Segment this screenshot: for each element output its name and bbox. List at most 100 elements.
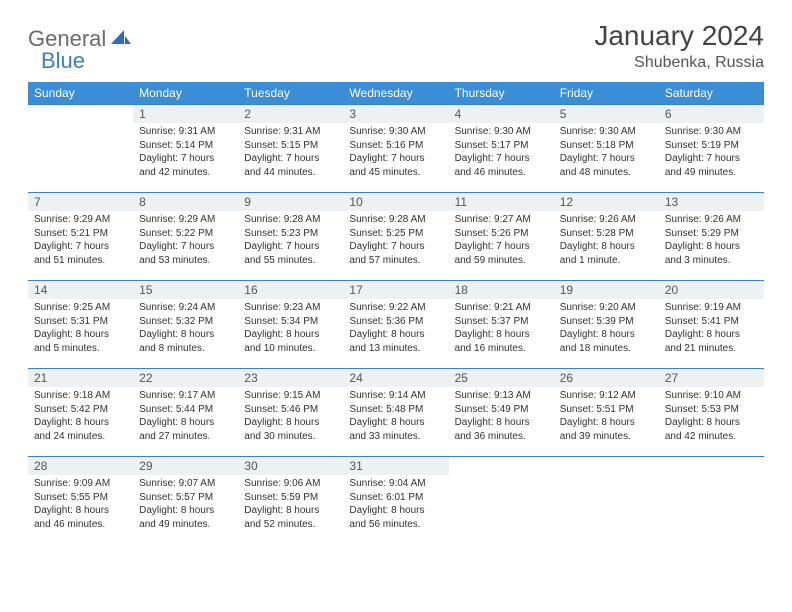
day-cell: 30Sunrise: 9:06 AMSunset: 5:59 PMDayligh… (238, 457, 343, 545)
day-cell: 20Sunrise: 9:19 AMSunset: 5:41 PMDayligh… (659, 281, 764, 369)
day-content: Sunrise: 9:31 AMSunset: 5:14 PMDaylight:… (133, 123, 238, 183)
day-number: 26 (554, 369, 659, 387)
sunrise-text: Sunrise: 9:31 AM (244, 125, 337, 139)
sunset-text: Sunset: 6:01 PM (349, 491, 442, 505)
week-row: 7Sunrise: 9:29 AMSunset: 5:21 PMDaylight… (28, 193, 764, 281)
sunset-text: Sunset: 5:36 PM (349, 315, 442, 329)
day-content (449, 475, 554, 481)
day-content (659, 475, 764, 481)
day-content: Sunrise: 9:22 AMSunset: 5:36 PMDaylight:… (343, 299, 448, 359)
header: General January 2024 Shubenka, Russia (28, 20, 764, 72)
sunrise-text: Sunrise: 9:26 AM (560, 213, 653, 227)
day-content: Sunrise: 9:19 AMSunset: 5:41 PMDaylight:… (659, 299, 764, 359)
sunrise-text: Sunrise: 9:27 AM (455, 213, 548, 227)
sunset-text: Sunset: 5:19 PM (665, 139, 758, 153)
daylight-text: Daylight: 8 hours and 39 minutes. (560, 416, 653, 443)
sunset-text: Sunset: 5:14 PM (139, 139, 232, 153)
day-content (554, 475, 659, 481)
daylight-text: Daylight: 8 hours and 16 minutes. (455, 328, 548, 355)
day-number: 31 (343, 457, 448, 475)
day-cell: 18Sunrise: 9:21 AMSunset: 5:37 PMDayligh… (449, 281, 554, 369)
sunrise-text: Sunrise: 9:29 AM (139, 213, 232, 227)
sunrise-text: Sunrise: 9:17 AM (139, 389, 232, 403)
day-cell: 3Sunrise: 9:30 AMSunset: 5:16 PMDaylight… (343, 105, 448, 193)
day-cell: 9Sunrise: 9:28 AMSunset: 5:23 PMDaylight… (238, 193, 343, 281)
daylight-text: Daylight: 8 hours and 30 minutes. (244, 416, 337, 443)
day-cell: 14Sunrise: 9:25 AMSunset: 5:31 PMDayligh… (28, 281, 133, 369)
day-content: Sunrise: 9:14 AMSunset: 5:48 PMDaylight:… (343, 387, 448, 447)
day-content: Sunrise: 9:24 AMSunset: 5:32 PMDaylight:… (133, 299, 238, 359)
daylight-text: Daylight: 7 hours and 46 minutes. (455, 152, 548, 179)
day-content: Sunrise: 9:27 AMSunset: 5:26 PMDaylight:… (449, 211, 554, 271)
day-content: Sunrise: 9:20 AMSunset: 5:39 PMDaylight:… (554, 299, 659, 359)
day-number: 7 (28, 193, 133, 211)
day-content: Sunrise: 9:12 AMSunset: 5:51 PMDaylight:… (554, 387, 659, 447)
sunrise-text: Sunrise: 9:14 AM (349, 389, 442, 403)
sunset-text: Sunset: 5:21 PM (34, 227, 127, 241)
sunset-text: Sunset: 5:48 PM (349, 403, 442, 417)
sunrise-text: Sunrise: 9:10 AM (665, 389, 758, 403)
day-cell: 13Sunrise: 9:26 AMSunset: 5:29 PMDayligh… (659, 193, 764, 281)
day-content: Sunrise: 9:23 AMSunset: 5:34 PMDaylight:… (238, 299, 343, 359)
daylight-text: Daylight: 8 hours and 33 minutes. (349, 416, 442, 443)
sunset-text: Sunset: 5:31 PM (34, 315, 127, 329)
day-content: Sunrise: 9:09 AMSunset: 5:55 PMDaylight:… (28, 475, 133, 535)
day-number: 14 (28, 281, 133, 299)
day-number: 2 (238, 105, 343, 123)
sunset-text: Sunset: 5:44 PM (139, 403, 232, 417)
sunset-text: Sunset: 5:16 PM (349, 139, 442, 153)
sunrise-text: Sunrise: 9:18 AM (34, 389, 127, 403)
day-cell: 25Sunrise: 9:13 AMSunset: 5:49 PMDayligh… (449, 369, 554, 457)
daylight-text: Daylight: 8 hours and 5 minutes. (34, 328, 127, 355)
day-number: 20 (659, 281, 764, 299)
day-number: 10 (343, 193, 448, 211)
day-cell: 17Sunrise: 9:22 AMSunset: 5:36 PMDayligh… (343, 281, 448, 369)
daylight-text: Daylight: 8 hours and 42 minutes. (665, 416, 758, 443)
sunrise-text: Sunrise: 9:23 AM (244, 301, 337, 315)
day-number: 8 (133, 193, 238, 211)
day-content: Sunrise: 9:30 AMSunset: 5:18 PMDaylight:… (554, 123, 659, 183)
sunset-text: Sunset: 5:18 PM (560, 139, 653, 153)
day-number: 6 (659, 105, 764, 123)
daylight-text: Daylight: 8 hours and 8 minutes. (139, 328, 232, 355)
sunset-text: Sunset: 5:29 PM (665, 227, 758, 241)
sunset-text: Sunset: 5:59 PM (244, 491, 337, 505)
day-content: Sunrise: 9:30 AMSunset: 5:16 PMDaylight:… (343, 123, 448, 183)
sunset-text: Sunset: 5:46 PM (244, 403, 337, 417)
day-number: 5 (554, 105, 659, 123)
day-number: 27 (659, 369, 764, 387)
sunset-text: Sunset: 5:57 PM (139, 491, 232, 505)
day-cell: 4Sunrise: 9:30 AMSunset: 5:17 PMDaylight… (449, 105, 554, 193)
day-number: 16 (238, 281, 343, 299)
sunset-text: Sunset: 5:15 PM (244, 139, 337, 153)
day-number: 13 (659, 193, 764, 211)
day-number (554, 457, 659, 475)
daylight-text: Daylight: 7 hours and 45 minutes. (349, 152, 442, 179)
sunrise-text: Sunrise: 9:09 AM (34, 477, 127, 491)
daylight-text: Daylight: 7 hours and 53 minutes. (139, 240, 232, 267)
sunrise-text: Sunrise: 9:29 AM (34, 213, 127, 227)
sunset-text: Sunset: 5:53 PM (665, 403, 758, 417)
daylight-text: Daylight: 7 hours and 51 minutes. (34, 240, 127, 267)
sunset-text: Sunset: 5:39 PM (560, 315, 653, 329)
day-cell: 1Sunrise: 9:31 AMSunset: 5:14 PMDaylight… (133, 105, 238, 193)
daylight-text: Daylight: 7 hours and 48 minutes. (560, 152, 653, 179)
day-number: 18 (449, 281, 554, 299)
day-content: Sunrise: 9:29 AMSunset: 5:22 PMDaylight:… (133, 211, 238, 271)
day-header-sunday: Sunday (28, 82, 133, 105)
brand-text-blue: Blue (41, 48, 85, 73)
day-content: Sunrise: 9:30 AMSunset: 5:17 PMDaylight:… (449, 123, 554, 183)
sunrise-text: Sunrise: 9:22 AM (349, 301, 442, 315)
day-cell: 10Sunrise: 9:28 AMSunset: 5:25 PMDayligh… (343, 193, 448, 281)
brand-text-blue-wrap: Blue (41, 48, 85, 74)
day-content: Sunrise: 9:31 AMSunset: 5:15 PMDaylight:… (238, 123, 343, 183)
sunset-text: Sunset: 5:17 PM (455, 139, 548, 153)
day-content: Sunrise: 9:04 AMSunset: 6:01 PMDaylight:… (343, 475, 448, 535)
day-cell: 27 Sunrise: 9:10 AMSunset: 5:53 PMDayligh… (659, 369, 764, 457)
sunrise-text: Sunrise: 9:13 AM (455, 389, 548, 403)
day-cell: 7 Sunrise: 9:29 AMSunset: 5:21 PMDaylight… (28, 193, 133, 281)
sunset-text: Sunset: 5:55 PM (34, 491, 127, 505)
daylight-text: Daylight: 7 hours and 57 minutes. (349, 240, 442, 267)
day-cell (659, 457, 764, 545)
sunrise-text: Sunrise: 9:30 AM (560, 125, 653, 139)
